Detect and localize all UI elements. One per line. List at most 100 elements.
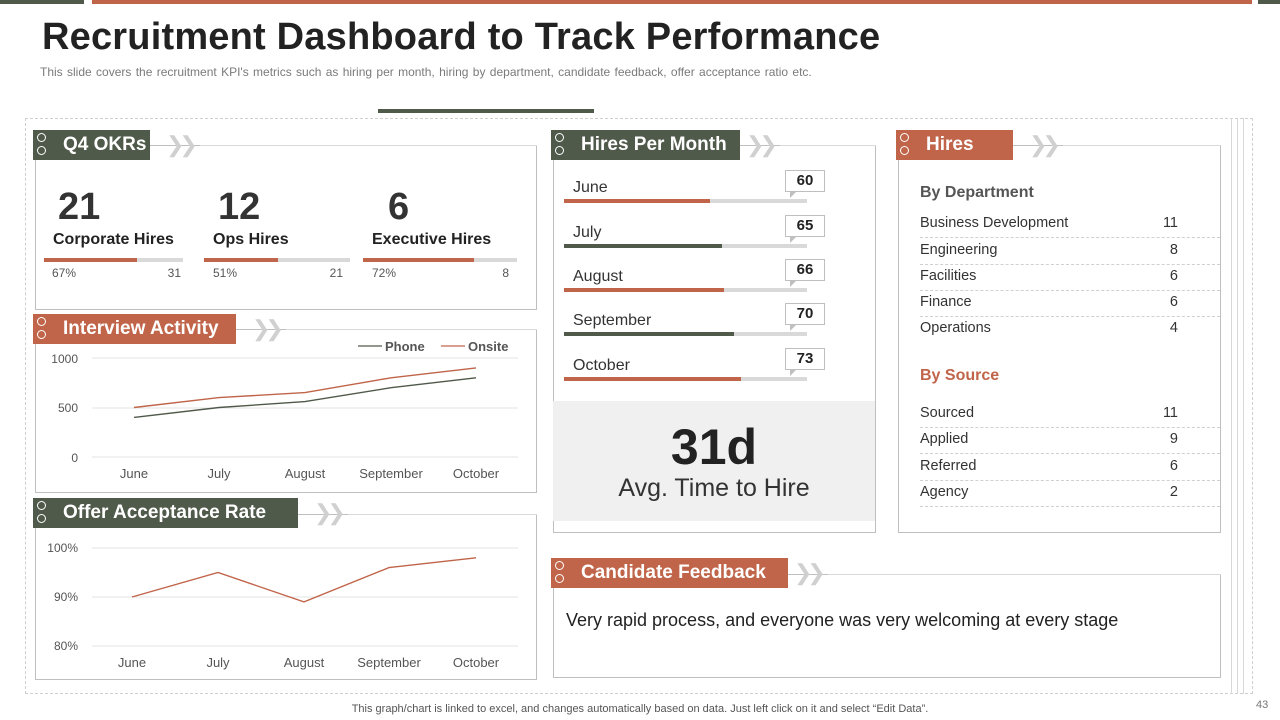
series-line-onsite (133, 367, 477, 409)
avg-time-to-hire-value: 31d (670, 419, 758, 475)
x-tick-label: July (206, 655, 230, 670)
title-underline (378, 109, 594, 113)
source-row: Agency 2 (920, 481, 1220, 507)
department-name: Business Development (920, 215, 1069, 231)
tab-divider (780, 145, 876, 146)
dots-icon (37, 501, 47, 525)
frame-line (1231, 118, 1232, 694)
department-name: Operations (920, 320, 991, 336)
dots-icon (900, 133, 910, 157)
chevron-right-icon: ❯❯ (794, 560, 826, 585)
okr-count: 8 (502, 266, 509, 280)
okr-label: Corporate Hires (53, 231, 174, 248)
source-value: 2 (1169, 484, 1178, 500)
okr-executive-hires: 6 Executive Hires (372, 186, 538, 249)
tab-divider (200, 145, 537, 146)
offer-acceptance-title: Offer Acceptance Rate (63, 502, 267, 523)
top-bar-accent (92, 0, 1252, 4)
month-label: September (573, 312, 652, 329)
dashboard-frame (25, 118, 1253, 694)
source-row: Referred 6 (920, 455, 1220, 481)
month-progress-fill (564, 244, 722, 248)
interview-activity-chart: Phone Onsite 1000 500 0 June July August… (51, 339, 518, 481)
okr-progress-fill (363, 258, 474, 262)
department-name: Finance (920, 294, 972, 310)
month-label: June (573, 179, 608, 196)
tab-divider (1063, 145, 1221, 146)
department-value: 6 (1169, 294, 1178, 310)
okr-count: 31 (167, 266, 181, 280)
hires-title: Hires (926, 134, 974, 155)
month-progress-fill (564, 288, 725, 292)
tab-divider (348, 514, 537, 515)
by-source-heading: By Source (920, 367, 1000, 384)
page-title: Recruitment Dashboard to Track Performan… (42, 16, 881, 58)
month-progress-fill (564, 199, 710, 203)
okrs-title: Q4 OKRs (63, 134, 147, 155)
month-progress-fill (564, 332, 735, 336)
month-progress-bar (564, 244, 807, 248)
interview-activity-card (35, 329, 537, 493)
hires-per-month-title: Hires Per Month (581, 134, 727, 155)
department-value: 4 (1169, 320, 1178, 336)
top-bar-dark (0, 0, 84, 4)
okr-ops-hires: 12 Ops Hires (213, 186, 368, 249)
source-row: Applied 9 (920, 428, 1220, 454)
y-tick-label: 1000 (51, 352, 78, 366)
legend-phone-label: Phone (385, 339, 425, 354)
hires-per-month-tab: Hires Per Month (551, 130, 740, 160)
department-name: Facilities (920, 268, 977, 284)
month-label: July (573, 224, 602, 241)
by-department-heading: By Department (920, 184, 1034, 201)
okr-percent: 72% (372, 266, 397, 280)
okr-progress-bar (44, 258, 183, 262)
month-value-callout: 70 (785, 303, 825, 331)
x-tick-label: June (118, 655, 146, 670)
hires-tab: Hires (896, 130, 1013, 160)
month-progress-bar (564, 377, 807, 381)
candidate-feedback-title: Candidate Feedback (581, 562, 766, 583)
chevron-right-icon: ❯❯ (314, 500, 346, 525)
okr-label: Executive Hires (372, 231, 492, 248)
candidate-feedback-tab: Candidate Feedback (551, 558, 788, 588)
okr-value: 12 (218, 186, 261, 228)
okr-percent: 51% (213, 266, 238, 280)
department-row: Engineering 8 (920, 239, 1220, 265)
interview-activity-title: Interview Activity (63, 318, 219, 339)
candidate-feedback-text: Very rapid process, and everyone was ver… (566, 610, 1119, 630)
month-value-callout: 60 (785, 170, 825, 198)
month-label: October (573, 357, 630, 374)
okr-value: 6 (388, 186, 410, 228)
x-tick-label: October (453, 655, 500, 670)
hires-card (898, 145, 1221, 533)
month-progress-fill (564, 377, 742, 381)
avg-time-to-hire-panel: 31d Avg. Time to Hire (553, 401, 875, 521)
y-tick-label: 0 (71, 451, 78, 465)
okrs-tab: Q4 OKRs (33, 130, 150, 160)
month-value-callout: 73 (785, 348, 825, 376)
avg-time-to-hire-label: Avg. Time to Hire (618, 474, 810, 502)
dots-icon (555, 133, 565, 157)
month-value-callout: 66 (785, 259, 825, 287)
okr-progress-bar (363, 258, 517, 262)
department-row: Finance 6 (920, 291, 1220, 317)
dots-icon (37, 317, 47, 341)
department-row: Business Development 11 (920, 212, 1220, 238)
tab-divider (286, 329, 537, 330)
footer-note: This graph/chart is linked to excel, and… (351, 703, 929, 715)
x-tick-label: September (357, 655, 421, 670)
chevron-right-icon: ❯❯ (252, 316, 284, 341)
y-tick-label: 500 (58, 401, 78, 415)
okr-progress-fill (44, 258, 138, 262)
x-tick-label: October (453, 466, 500, 481)
source-row: Sourced 11 (920, 402, 1220, 428)
chevron-right-icon: ❯❯ (1029, 132, 1061, 157)
y-tick-label: 80% (54, 639, 78, 653)
okr-count: 21 (329, 266, 343, 280)
okrs-card (35, 145, 537, 310)
x-tick-label: August (284, 655, 325, 670)
chevron-right-icon: ❯❯ (166, 132, 198, 157)
legend-onsite-label: Onsite (468, 339, 508, 354)
okr-value: 21 (58, 186, 101, 228)
source-name: Referred (920, 458, 977, 474)
